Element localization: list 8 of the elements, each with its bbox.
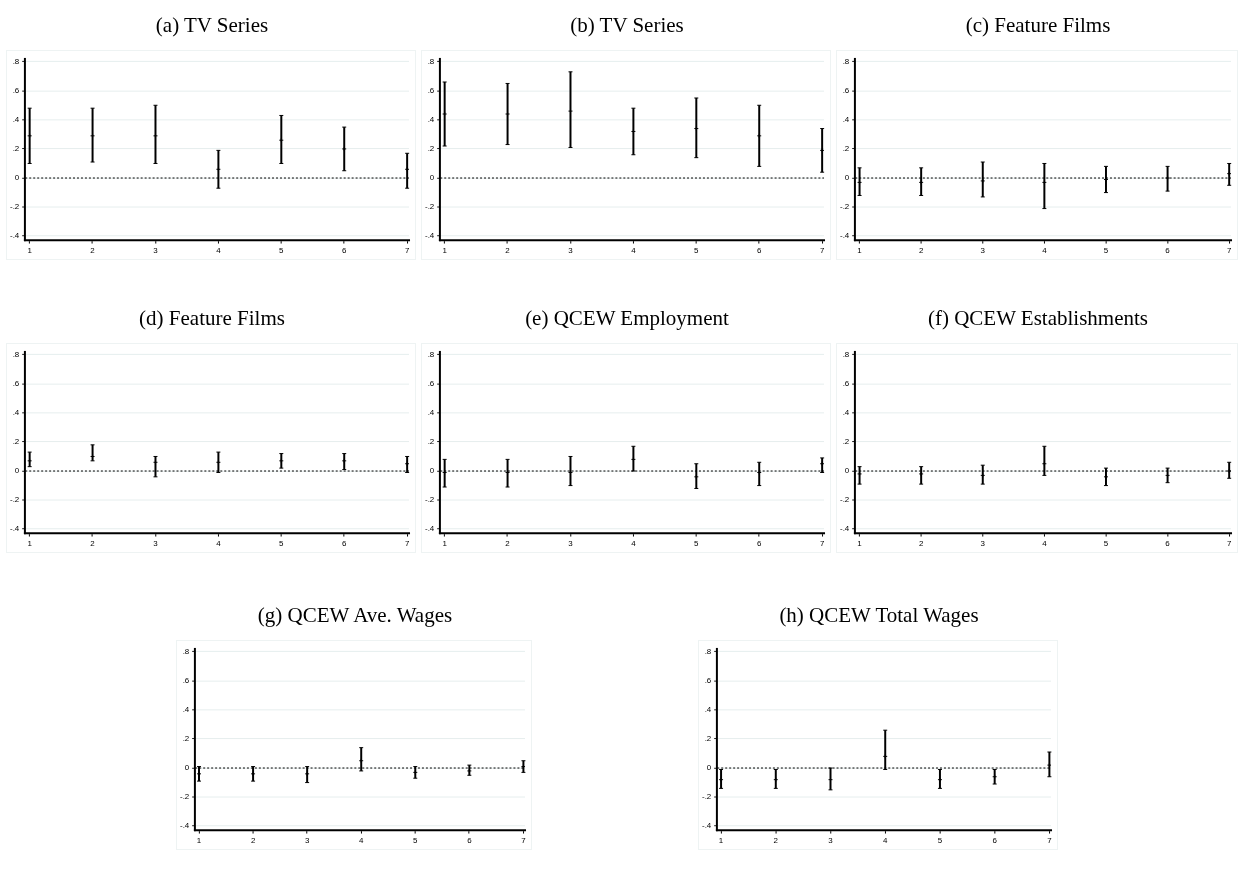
chart-title: (a) TV Series: [154, 12, 270, 39]
chart-title: (b) TV Series: [569, 12, 685, 39]
chart-title: (e) QCEW Employment: [524, 305, 730, 332]
chart-title: (c) Feature Films: [964, 12, 1112, 39]
chart-title: (g) QCEW Ave. Wages: [256, 602, 454, 629]
chart-title: (h) QCEW Total Wages: [778, 602, 980, 629]
chart-title: (d) Feature Films: [138, 305, 286, 332]
chart-title: (f) QCEW Establishments: [926, 305, 1150, 332]
